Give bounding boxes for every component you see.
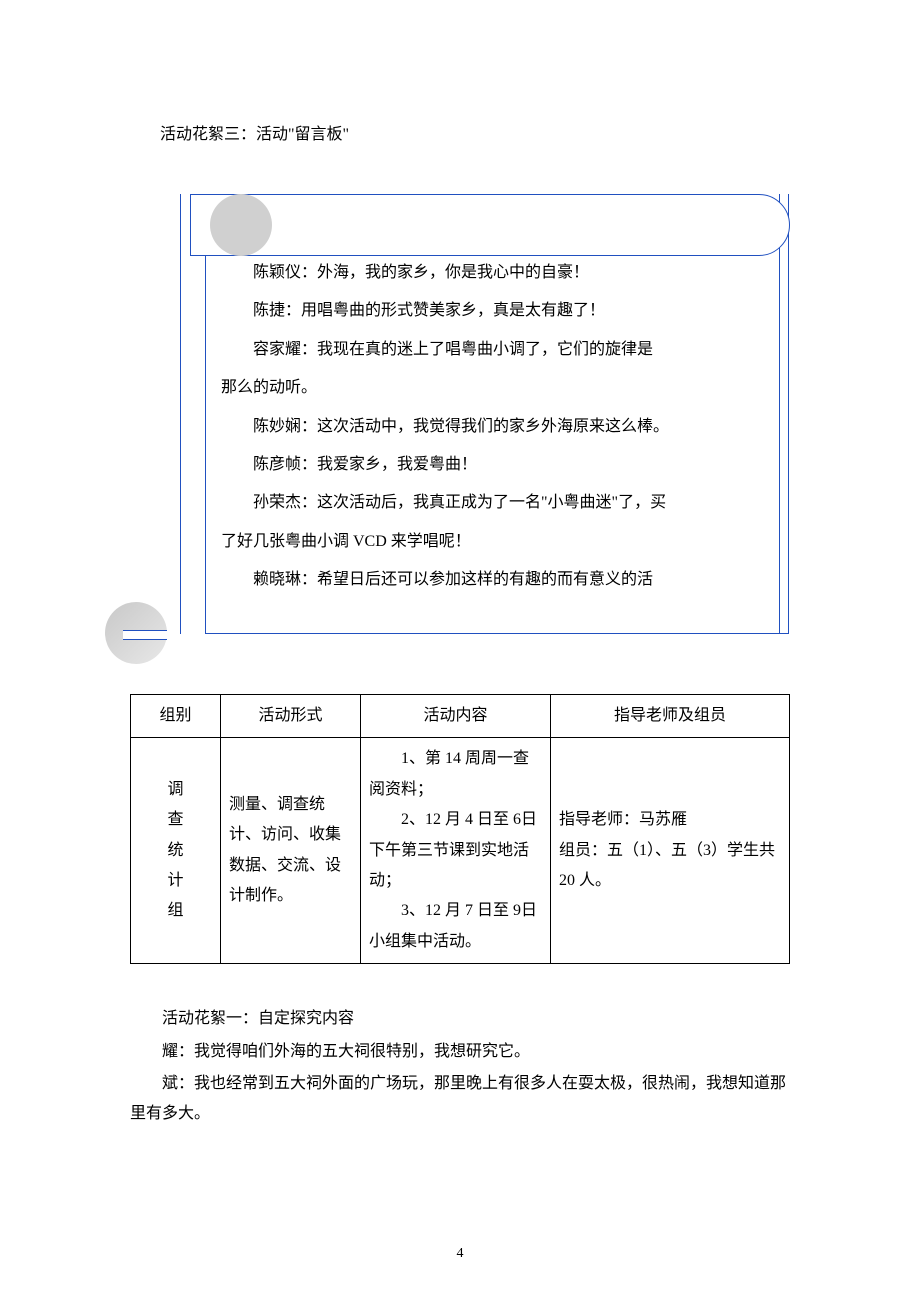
th-form: 活动形式 <box>221 695 361 738</box>
group-char: 统 <box>139 836 212 866</box>
scroll-inner-border <box>788 194 789 634</box>
message-item: 孙荣杰：这次活动后，我真正成为了一名"小粤曲迷"了，买 <box>221 484 749 522</box>
th-teacher: 指导老师及组员 <box>551 695 790 738</box>
table-header-row: 组别 活动形式 活动内容 指导老师及组员 <box>131 695 790 738</box>
group-char: 组 <box>139 896 212 926</box>
message-item: 陈颖仪：外海，我的家乡，你是我心中的自豪！ <box>221 254 749 292</box>
message-item: 容家耀：我现在真的迷上了唱粤曲小调了，它们的旋律是 <box>221 331 749 369</box>
scroll-banner: 陈颖仪：外海，我的家乡，你是我心中的自豪！ 陈捷：用唱粤曲的形式赞美家乡，真是太… <box>180 194 780 634</box>
table-row: 调 查 统 计 组 测量、调查统计、访问、收集数据、交流、设计制作。 1、第 1… <box>131 738 790 964</box>
activity-table: 组别 活动形式 活动内容 指导老师及组员 调 查 统 计 组 测量、调查统计、访… <box>130 694 790 964</box>
td-teacher: 指导老师：马苏雁 组员：五（1）、五（3）学生共 20 人。 <box>551 738 790 964</box>
scroll-top-curl-icon <box>210 194 272 256</box>
group-char: 计 <box>139 866 212 896</box>
td-content: 1、第 14 周周一查阅资料； 2、12 月 4 日至 6日下午第三节课到实地活… <box>361 738 551 964</box>
section-title-1: 活动花絮一：自定探究内容 <box>130 1004 790 1034</box>
dialog-line: 耀：我觉得咱们外海的五大祠很特别，我想研究它。 <box>130 1037 790 1067</box>
page-number: 4 <box>0 1246 920 1262</box>
message-item-cont: 那么的动听。 <box>221 369 749 407</box>
scroll-body: 陈颖仪：外海，我的家乡，你是我心中的自豪！ 陈捷：用唱粤曲的形式赞美家乡，真是太… <box>180 194 780 634</box>
message-item: 陈妙娴：这次活动中，我觉得我们的家乡外海原来这么棒。 <box>221 408 749 446</box>
scroll-inner-border <box>205 234 206 634</box>
group-char: 调 <box>139 775 212 805</box>
th-group: 组别 <box>131 695 221 738</box>
group-char: 查 <box>139 805 212 835</box>
scroll-bottom-curl-icon <box>105 602 167 664</box>
message-item: 陈捷：用唱粤曲的形式赞美家乡，真是太有趣了！ <box>221 292 749 330</box>
scroll-bottom-border <box>205 633 789 634</box>
dialog-line: 斌：我也经常到五大祠外面的广场玩，那里晚上有很多人在耍太极，很热闹，我想知道那里… <box>130 1069 790 1130</box>
message-board-text: 陈颖仪：外海，我的家乡，你是我心中的自豪！ 陈捷：用唱粤曲的形式赞美家乡，真是太… <box>181 234 779 610</box>
section-title-3: 活动花絮三：活动"留言板" <box>160 120 790 144</box>
td-form: 测量、调查统计、访问、收集数据、交流、设计制作。 <box>221 738 361 964</box>
td-group: 调 查 统 计 组 <box>131 738 221 964</box>
message-item-cont: 了好几张粤曲小调 VCD 来学唱呢！ <box>221 523 749 561</box>
scroll-top-band <box>190 194 790 256</box>
th-content: 活动内容 <box>361 695 551 738</box>
message-item: 赖晓琳：希望日后还可以参加这样的有趣的而有意义的活 <box>221 561 749 599</box>
message-item: 陈彦帧：我爱家乡，我爱粤曲！ <box>221 446 749 484</box>
